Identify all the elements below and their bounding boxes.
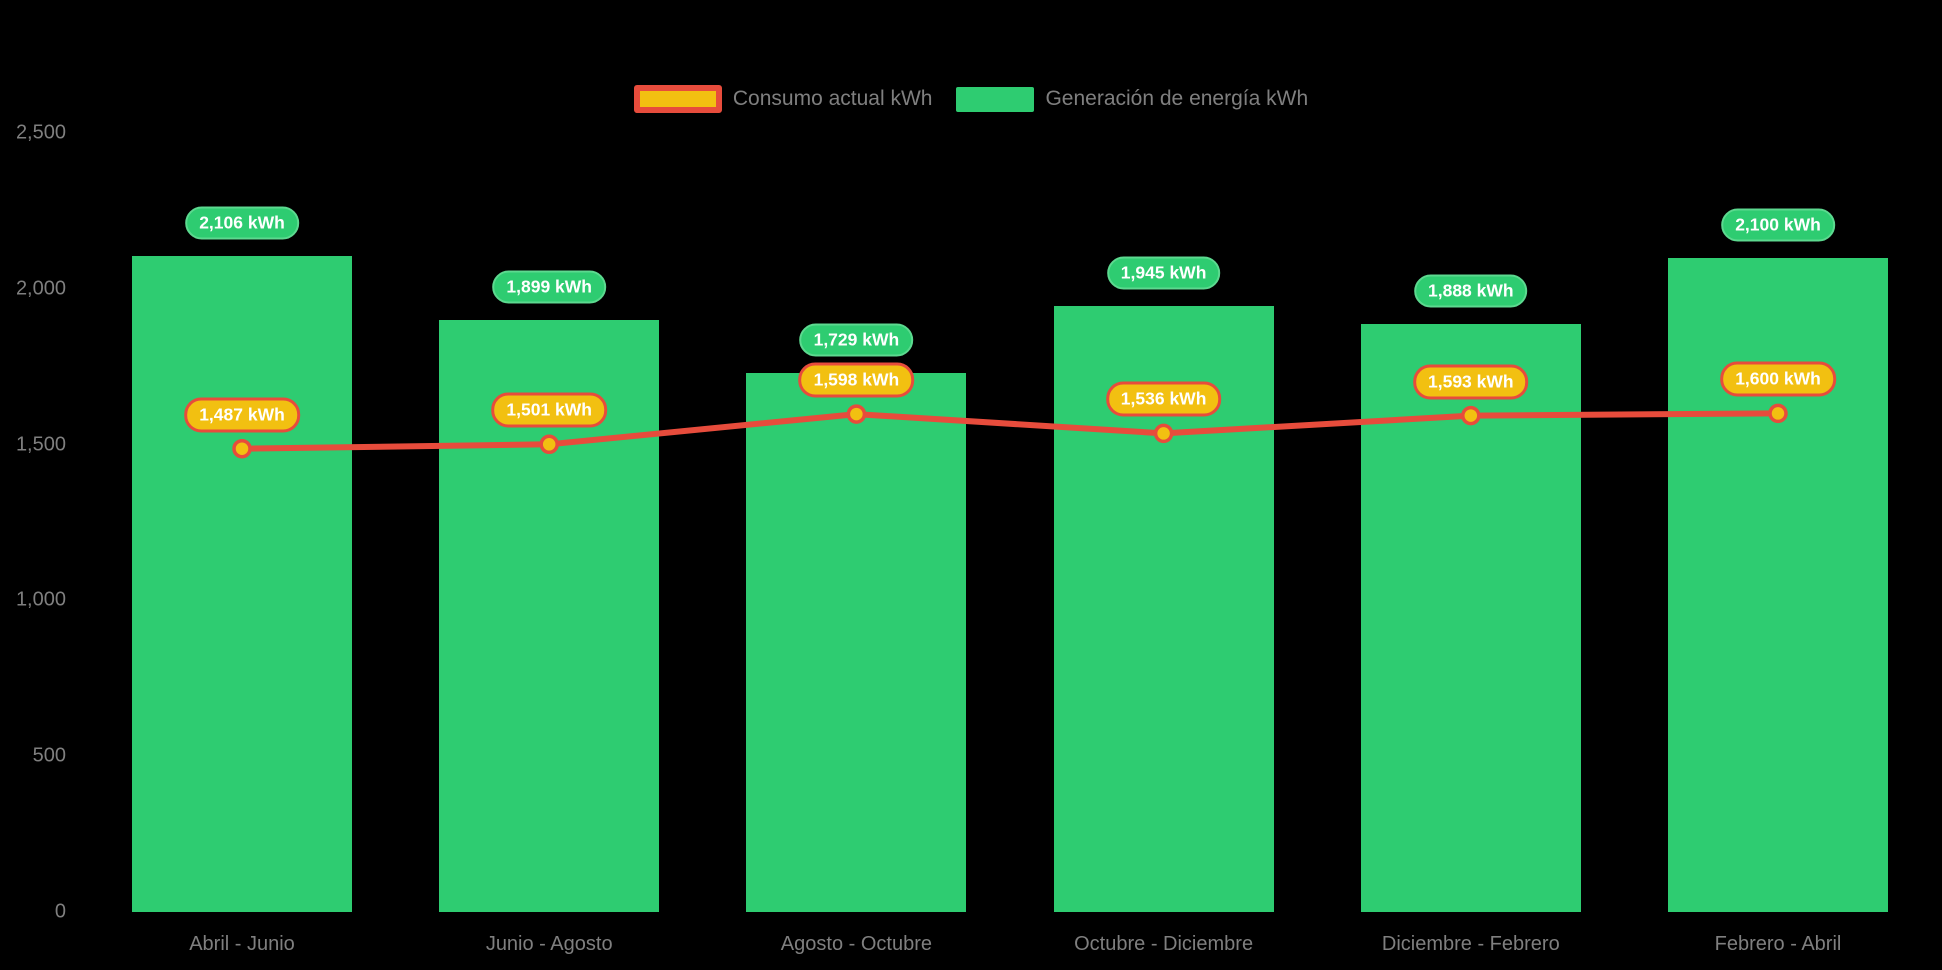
generation-value-badge: 1,888 kWh	[1413, 274, 1528, 308]
generation-bar[interactable]	[746, 373, 967, 912]
x-axis-label: Febrero - Abril	[1714, 933, 1842, 955]
y-axis-tick-label: 1,500	[15, 433, 66, 456]
consumption-value-badge: 1,598 kWh	[798, 362, 915, 398]
generation-value-badge: 1,945 kWh	[1106, 256, 1221, 290]
legend: Consumo actual kWh Generación de energía…	[0, 85, 1942, 113]
consumption-value-badge: 1,600 kWh	[1720, 361, 1836, 397]
consumption-value-badge: 1,501 kWh	[491, 392, 607, 428]
legend-item-generacion[interactable]: Generación de energía kWh	[956, 85, 1308, 113]
consumption-value-badge: 1,536 kWh	[1105, 381, 1222, 417]
x-axis-label: Diciembre - Febrero	[1381, 933, 1560, 955]
generation-value-badge: 1,729 kWh	[799, 323, 914, 357]
generation-bar[interactable]	[132, 255, 352, 912]
x-axis-label: Junio - Agosto	[485, 933, 613, 955]
consumption-value-badge: 1,593 kWh	[1412, 364, 1529, 400]
generation-bar[interactable]	[1360, 323, 1581, 912]
consumption-value-badge: 1,487 kWh	[184, 397, 300, 433]
generation-value-badge: 2,100 kWh	[1721, 208, 1835, 242]
y-axis-tick-label: 1,000	[15, 588, 66, 611]
x-axis-label: Abril - Junio	[189, 933, 295, 955]
generation-value-badge: 1,899 kWh	[492, 270, 606, 304]
generation-bar[interactable]	[1668, 257, 1888, 912]
generacion-bar-swatch-icon	[956, 86, 1035, 112]
legend-item-consumo[interactable]: Consumo actual kWh	[633, 85, 933, 113]
generation-value-badge: 2,106 kWh	[185, 206, 299, 240]
legend-label-generacion: Generación de energía kWh	[1045, 87, 1309, 110]
y-axis-tick-label: 2,500	[15, 121, 66, 144]
y-axis-tick-label: 0	[54, 900, 66, 923]
y-axis-tick-label: 500	[32, 744, 66, 767]
x-axis-label: Octubre - Diciembre	[1074, 933, 1254, 955]
legend-label-consumo: Consumo actual kWh	[732, 87, 933, 110]
y-axis-tick-label: 2,000	[15, 277, 66, 300]
x-axis-label: Agosto - Octubre	[780, 933, 932, 955]
consumo-line-swatch-icon	[633, 85, 722, 113]
